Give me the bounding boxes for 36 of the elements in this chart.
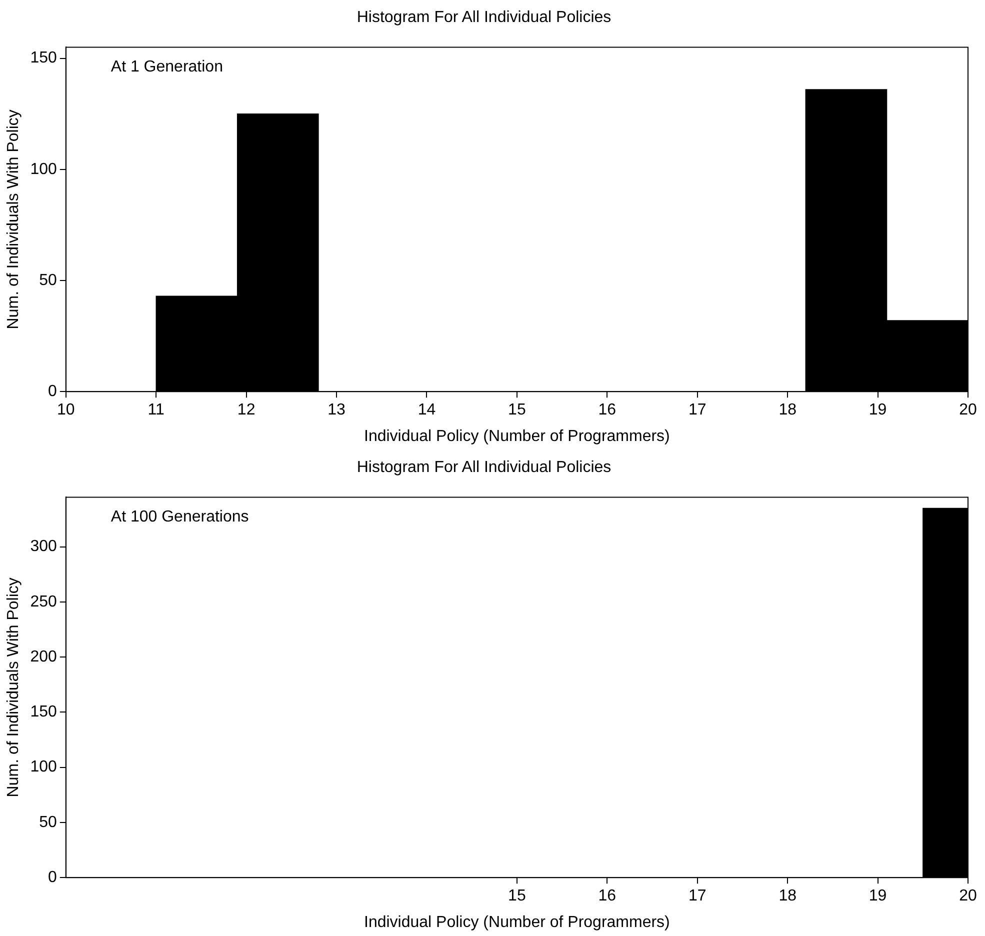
y-tick-label: 50 — [39, 272, 57, 289]
y-axis-title: Num. of Individuals With Policy — [5, 578, 22, 798]
y-tick-label: 0 — [48, 869, 57, 886]
x-tick-label: 10 — [56, 402, 75, 419]
x-tick-label: 12 — [237, 402, 256, 419]
x-tick-label: 15 — [508, 402, 526, 419]
x-tick-label: 17 — [688, 888, 706, 905]
y-tick-label: 150 — [30, 704, 57, 721]
annotation: At 1 Generation — [110, 58, 223, 76]
x-tick-label: 20 — [959, 888, 977, 905]
x-tick-label: 19 — [868, 402, 887, 419]
y-axis-title: Num. of Individuals With Policy — [5, 110, 22, 330]
x-tick-label: 16 — [598, 888, 616, 905]
y-tick-label: 50 — [39, 814, 57, 831]
x-axis-title: Individual Policy (Number of Programmers) — [364, 428, 670, 445]
y-tick-label: 0 — [48, 383, 57, 400]
y-tick-label: 250 — [30, 593, 57, 610]
x-tick-label: 18 — [778, 402, 797, 419]
annotation: At 100 Generations — [110, 508, 249, 526]
y-tick-label: 100 — [30, 758, 57, 776]
chart-title: Histogram For All Individual Policies — [356, 459, 612, 476]
y-tick-label: 100 — [30, 160, 57, 178]
chart-title: Histogram For All Individual Policies — [356, 9, 612, 26]
x-axis-title: Individual Policy (Number of Programmers) — [364, 914, 670, 931]
x-tick-label: 17 — [688, 402, 706, 419]
y-tick-label: 300 — [30, 538, 57, 556]
y-tick-label: 150 — [30, 50, 57, 67]
x-tick-label: 16 — [598, 402, 616, 419]
y-tick-label: 200 — [30, 648, 57, 666]
x-tick-label: 18 — [778, 888, 797, 905]
x-tick-label: 19 — [868, 888, 887, 905]
x-tick-label: 20 — [959, 402, 977, 419]
x-tick-label: 15 — [508, 888, 526, 905]
x-tick-label: 14 — [418, 402, 436, 419]
x-tick-label: 11 — [148, 402, 165, 419]
x-tick-label: 13 — [328, 402, 346, 419]
